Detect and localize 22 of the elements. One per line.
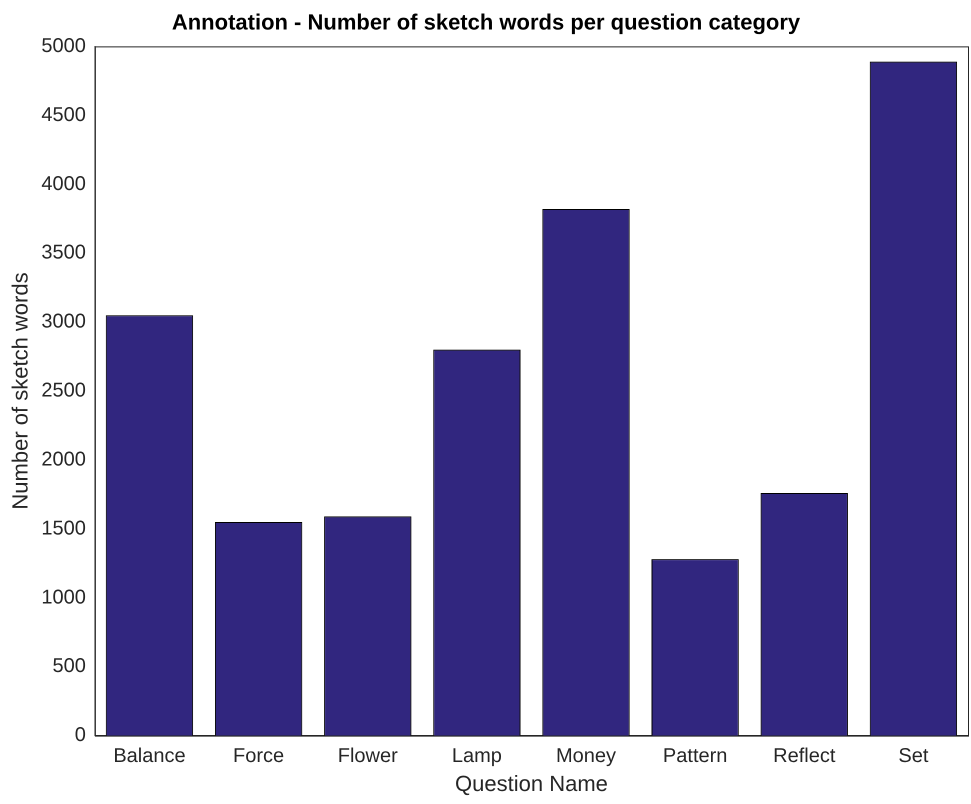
x-tick-label: Flower [338,745,398,768]
y-tick-label: 3500 [41,242,86,264]
x-axis-title: Question Name [455,770,608,796]
y-tick-label: 5000 [41,34,86,57]
y-tick-label: 0 [74,724,86,746]
y-tick-label: 2500 [41,380,86,402]
x-tick-label: Pattern [662,745,728,768]
y-tick-label: 1000 [41,586,86,608]
x-tick-label: Lamp [452,745,502,768]
chart-title: Annotation - Number of sketch words per question category [172,9,801,34]
y-tick-label: 2000 [41,448,86,470]
x-tick-label: Balance [113,745,186,768]
x-tick-label: Reflect [773,745,836,768]
y-tick-label: 4500 [41,104,86,126]
y-tick-label: 3000 [41,310,86,333]
y-axis-title: Number of sketch words [7,272,32,510]
x-tick-label: Force [233,745,284,768]
y-tick-label: 500 [52,655,86,678]
y-tick-label: 1500 [41,517,86,540]
x-tick-label: Set [898,745,929,768]
x-tick-label: Money [556,745,616,768]
y-tick-label: 4000 [41,172,86,195]
